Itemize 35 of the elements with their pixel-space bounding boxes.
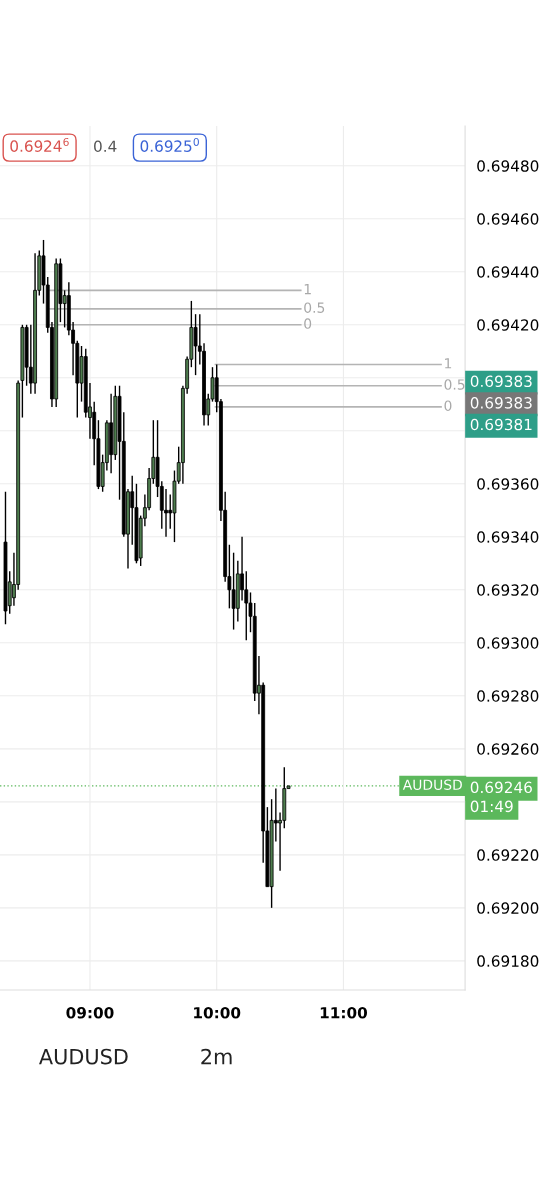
- y-tick-label: 0.69360: [477, 478, 539, 490]
- text: 2m: [201, 1048, 232, 1065]
- series-label: 0.5: [304, 302, 325, 313]
- text: 0.69246: [470, 781, 532, 794]
- x-tick-label: 10:00: [194, 1006, 241, 1019]
- x-tick-label: 11:00: [320, 1006, 368, 1019]
- y-tick-label: 0.69180: [477, 955, 539, 967]
- y-tick-label: 0.69260: [477, 743, 539, 755]
- y-tick-label: 0.69200: [477, 902, 539, 914]
- candlestick: [193, 313, 198, 376]
- ref-line-label: AUDUSD: [402, 779, 462, 790]
- y-tick-label: 0.69220: [477, 849, 539, 861]
- y-tick-label: 0.69480: [477, 160, 539, 172]
- y-tick-label: 0.69280: [477, 690, 539, 702]
- series-label: 0: [304, 318, 312, 329]
- y-tick-label: 0.69460: [477, 213, 539, 225]
- candlestick: [164, 488, 168, 538]
- text: 01:49: [470, 800, 513, 813]
- y-tick-label: 0.69320: [477, 584, 539, 596]
- annotation: 0.6925$^{0}$: [140, 137, 199, 152]
- annotation: 0.6924$^{6}$: [10, 137, 69, 152]
- text: AUDUSD: [39, 1048, 128, 1065]
- series-label: 0: [444, 400, 452, 411]
- series-label: 0.5: [444, 379, 465, 390]
- y-tick-label: 0.69440: [477, 266, 539, 278]
- text: 0.69383: [470, 375, 532, 388]
- text: 0.69383: [470, 397, 532, 409]
- x-tick-label: 09:00: [66, 1006, 114, 1019]
- text: 0.69381: [470, 418, 532, 431]
- y-tick-label: 0.69420: [477, 319, 539, 331]
- y-tick-label: 0.69340: [477, 531, 539, 543]
- series-label: 1: [445, 358, 452, 369]
- annotation: 0.4: [94, 140, 117, 153]
- series-label: 1: [304, 284, 311, 295]
- y-tick-label: 0.69300: [477, 637, 539, 649]
